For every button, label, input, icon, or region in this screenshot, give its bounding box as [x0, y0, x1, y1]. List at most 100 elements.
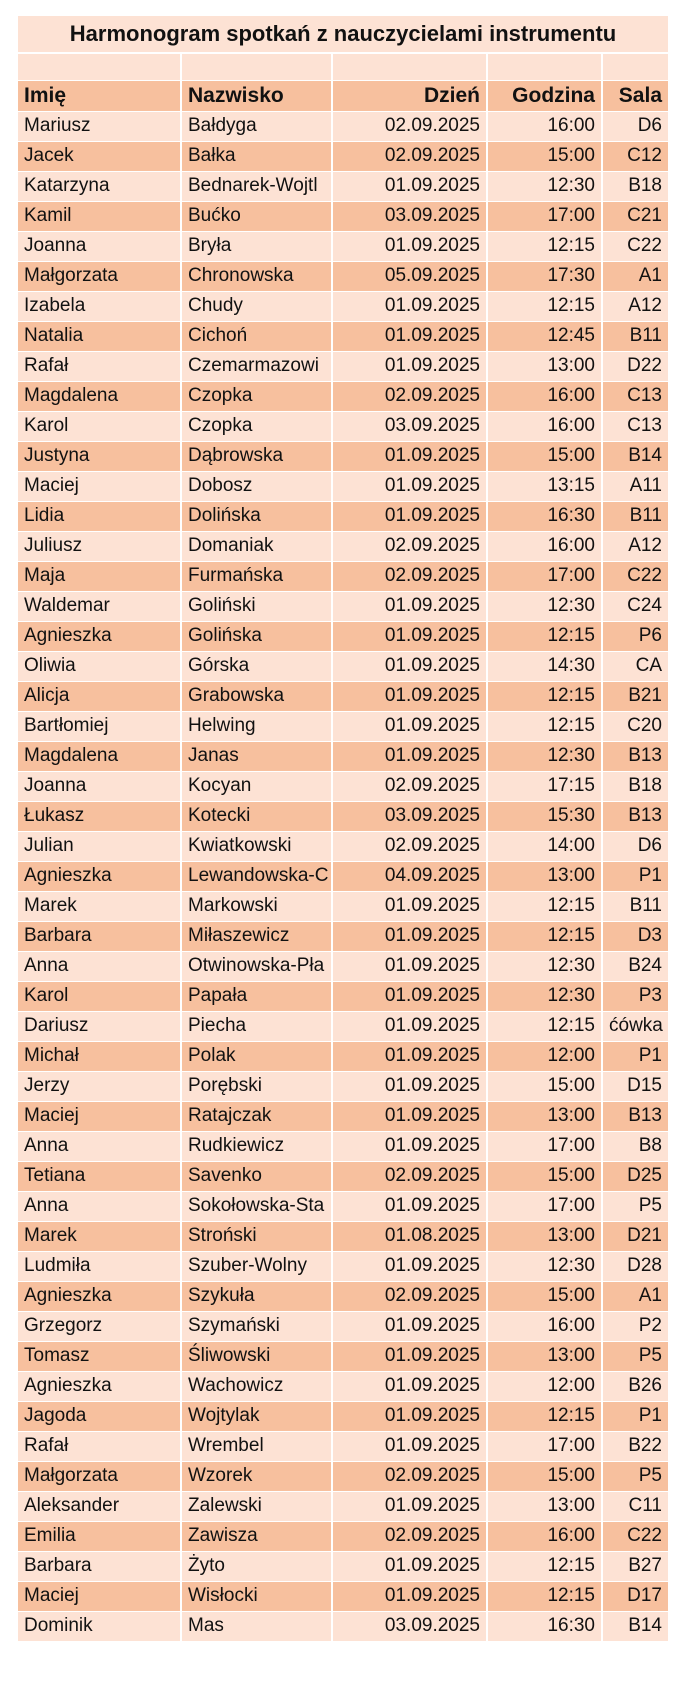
cell-dzien: 04.09.2025	[332, 861, 488, 892]
cell-dzien: 01.09.2025	[332, 711, 488, 742]
table-row: Barbara Żyto 01.09.2025 12:15 B27	[18, 1551, 668, 1582]
cell-sala: C11	[602, 1491, 668, 1522]
table-row: Jerzy Porębski 01.09.2025 15:00 D15	[18, 1071, 668, 1102]
table-body: Mariusz Bałdyga 02.09.2025 16:00 D6 Jacek Bałk…	[18, 111, 668, 1642]
cell-imie: Karol	[18, 411, 182, 442]
cell-imie: Magdalena	[18, 741, 182, 772]
table-row: Kamil Bućko 03.09.2025 17:00 C21	[18, 201, 668, 232]
cell-godzina: 12:00	[487, 1371, 603, 1402]
header-row: Imię Nazwisko Dzień Godzina Sala	[18, 80, 668, 112]
cell-imie: Barbara	[18, 921, 182, 952]
cell-godzina: 16:30	[487, 1611, 603, 1642]
cell-dzien: 01.09.2025	[332, 1071, 488, 1102]
cell-godzina: 12:30	[487, 591, 603, 622]
cell-godzina: 13:00	[487, 1221, 603, 1252]
cell-sala: B22	[602, 1431, 668, 1462]
cell-nazwisko: Rudkiewicz	[181, 1131, 333, 1162]
cell-dzien: 01.09.2025	[332, 291, 488, 322]
table-row: Mariusz Bałdyga 02.09.2025 16:00 D6	[18, 111, 668, 142]
cell-imie: Oliwia	[18, 651, 182, 682]
cell-sala: B18	[602, 171, 668, 202]
cell-godzina: 12:00	[487, 1041, 603, 1072]
cell-dzien: 03.09.2025	[332, 1611, 488, 1642]
header-godzina: Godzina	[487, 80, 603, 112]
cell-sala: C13	[602, 411, 668, 442]
cell-godzina: 17:00	[487, 561, 603, 592]
cell-godzina: 12:30	[487, 741, 603, 772]
cell-imie: Dariusz	[18, 1011, 182, 1042]
cell-imie: Małgorzata	[18, 261, 182, 292]
cell-godzina: 17:30	[487, 261, 603, 292]
table-row: Jagoda Wojtylak 01.09.2025 12:15 P1	[18, 1401, 668, 1432]
cell-sala: B11	[602, 321, 668, 352]
cell-nazwisko: Bryła	[181, 231, 333, 262]
cell-godzina: 16:00	[487, 531, 603, 562]
table-row: Rafał Czemarmazowi 01.09.2025 13:00 D22	[18, 351, 668, 382]
cell-dzien: 01.09.2025	[332, 441, 488, 472]
header-imie: Imię	[18, 80, 182, 112]
cell-dzien: 01.09.2025	[332, 651, 488, 682]
cell-godzina: 12:15	[487, 291, 603, 322]
cell-imie: Maciej	[18, 471, 182, 502]
cell-nazwisko: Piecha	[181, 1011, 333, 1042]
cell-imie: Joanna	[18, 771, 182, 802]
cell-nazwisko: Ratajczak	[181, 1101, 333, 1132]
cell-nazwisko: Wachowicz	[181, 1371, 333, 1402]
cell-imie: Maciej	[18, 1101, 182, 1132]
cell-dzien: 02.09.2025	[332, 1521, 488, 1552]
cell-sala: P1	[602, 1401, 668, 1432]
cell-godzina: 13:00	[487, 1491, 603, 1522]
cell-dzien: 01.09.2025	[332, 1581, 488, 1612]
cell-imie: Ludmiła	[18, 1251, 182, 1282]
cell-imie: Barbara	[18, 1551, 182, 1582]
cell-imie: Justyna	[18, 441, 182, 472]
cell-godzina: 17:15	[487, 771, 603, 802]
cell-dzien: 02.09.2025	[332, 1461, 488, 1492]
cell-imie: Mariusz	[18, 111, 182, 142]
table-row: Aleksander Zalewski 01.09.2025 13:00 C11	[18, 1491, 668, 1522]
cell-dzien: 01.09.2025	[332, 1251, 488, 1282]
cell-godzina: 13:15	[487, 471, 603, 502]
cell-nazwisko: Wzorek	[181, 1461, 333, 1492]
cell-dzien: 01.09.2025	[332, 921, 488, 952]
cell-godzina: 16:00	[487, 381, 603, 412]
cell-godzina: 17:00	[487, 1191, 603, 1222]
cell-sala: A1	[602, 261, 668, 292]
table-row: Maciej Dobosz 01.09.2025 13:15 A11	[18, 471, 668, 502]
cell-sala: D28	[602, 1251, 668, 1282]
table-row: Emilia Zawisza 02.09.2025 16:00 C22	[18, 1521, 668, 1552]
cell-sala: P1	[602, 1041, 668, 1072]
cell-nazwisko: Kocyan	[181, 771, 333, 802]
cell-dzien: 01.09.2025	[332, 351, 488, 382]
cell-sala: C21	[602, 201, 668, 232]
cell-sala: B14	[602, 441, 668, 472]
cell-nazwisko: Golińska	[181, 621, 333, 652]
cell-imie: Lidia	[18, 501, 182, 532]
cell-godzina: 15:00	[487, 441, 603, 472]
cell-dzien: 01.09.2025	[332, 1311, 488, 1342]
cell-nazwisko: Savenko	[181, 1161, 333, 1192]
cell-godzina: 12:30	[487, 1251, 603, 1282]
cell-nazwisko: Sokołowska-Sta	[181, 1191, 333, 1222]
cell-nazwisko: Zawisza	[181, 1521, 333, 1552]
cell-godzina: 16:30	[487, 501, 603, 532]
cell-godzina: 12:15	[487, 891, 603, 922]
cell-imie: Tetiana	[18, 1161, 182, 1192]
cell-imie: Katarzyna	[18, 171, 182, 202]
cell-dzien: 01.09.2025	[332, 231, 488, 262]
cell-nazwisko: Bednarek-Wojtl	[181, 171, 333, 202]
cell-dzien: 03.09.2025	[332, 201, 488, 232]
cell-imie: Rafał	[18, 1431, 182, 1462]
cell-dzien: 01.09.2025	[332, 1101, 488, 1132]
cell-sala: C20	[602, 711, 668, 742]
cell-sala: B18	[602, 771, 668, 802]
table-row: Maciej Wisłocki 01.09.2025 12:15 D17	[18, 1581, 668, 1612]
cell-godzina: 14:30	[487, 651, 603, 682]
cell-nazwisko: Porębski	[181, 1071, 333, 1102]
cell-imie: Marek	[18, 1221, 182, 1252]
sheet-title: Harmonogram spotkań z nauczycielami inst…	[18, 16, 668, 54]
table-row: Izabela Chudy 01.09.2025 12:15 A12	[18, 291, 668, 322]
cell-sala: D6	[602, 831, 668, 862]
cell-dzien: 01.09.2025	[332, 1431, 488, 1462]
cell-imie: Jagoda	[18, 1401, 182, 1432]
